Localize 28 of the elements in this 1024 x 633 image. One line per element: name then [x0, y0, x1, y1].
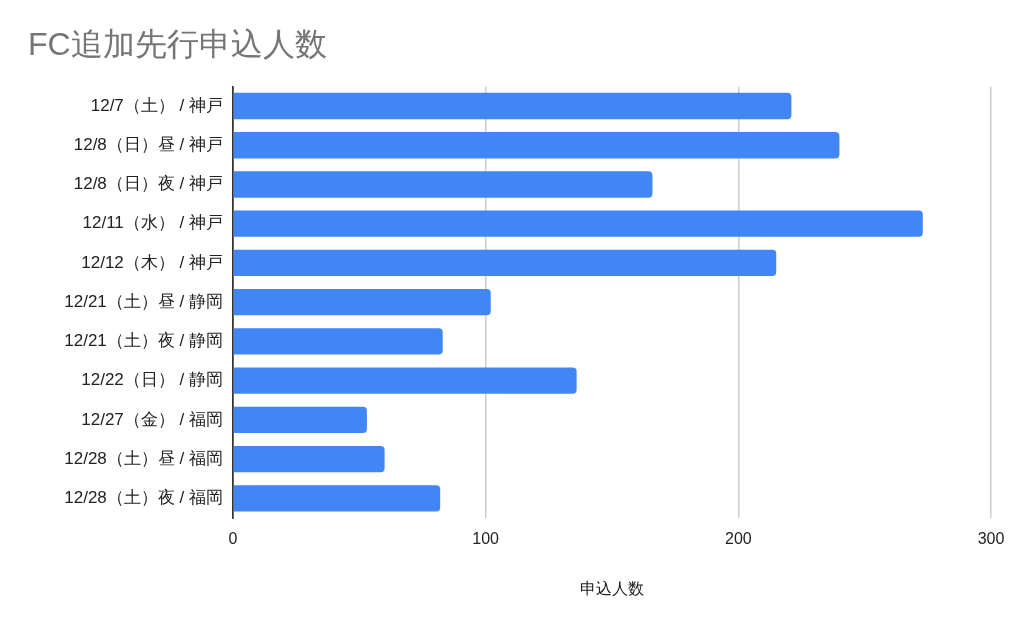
y-tick-label: 12/12（木） / 神戸: [81, 252, 223, 272]
bar: [233, 132, 840, 159]
bar: [233, 171, 653, 198]
bar: [233, 446, 385, 473]
y-tick-label: 12/21（土）夜 / 静岡: [64, 331, 223, 351]
bar: [233, 289, 491, 316]
x-tick-label: 200: [724, 530, 752, 548]
bar: [233, 328, 443, 355]
y-tick-label: 12/28（土）夜 / 福岡: [64, 488, 223, 508]
y-tick-label: 12/28（土）昼 / 福岡: [64, 448, 223, 468]
chart-title: FC追加先行申込人数: [28, 26, 327, 63]
y-tick-label: 12/27（金） / 福岡: [81, 409, 223, 429]
bar: [233, 485, 441, 512]
x-tick-label: 0: [228, 530, 238, 548]
bar: [233, 92, 792, 120]
x-axis-title: 申込人数: [580, 579, 644, 597]
y-tick-label: 12/22（日） / 静岡: [81, 370, 223, 390]
y-tick-label: 12/7（土） / 神戸: [90, 95, 223, 115]
x-tick-label: 100: [472, 530, 500, 548]
y-tick-label: 12/8（日）昼 / 神戸: [73, 134, 223, 154]
y-tick-label: 12/21（土）昼 / 静岡: [64, 291, 223, 311]
bar: [233, 406, 367, 434]
bar: [233, 210, 923, 237]
y-tick-label: 12/11（水） / 神戸: [82, 213, 223, 233]
y-tick-label: 12/8（日）夜 / 神戸: [73, 174, 223, 194]
bar: [233, 249, 777, 277]
bar: [233, 367, 577, 394]
x-tick-label: 300: [977, 530, 1005, 548]
